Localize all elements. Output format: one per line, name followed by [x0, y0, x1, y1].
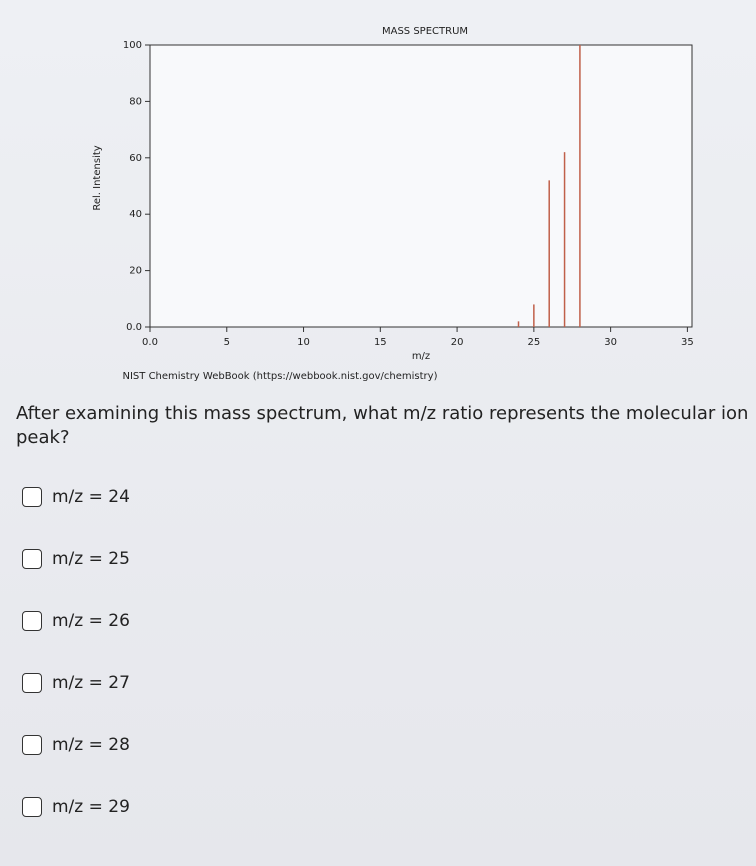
y-tick-label: 20: [129, 266, 142, 277]
chart-title: MASS SPECTRUM: [382, 26, 468, 37]
option[interactable]: m/z = 27: [22, 673, 130, 693]
x-tick-label: 30: [604, 337, 617, 348]
peak: [579, 45, 581, 327]
question: After examining this mass spectrum, what…: [16, 403, 749, 448]
x-tick-label: 25: [527, 337, 540, 348]
option[interactable]: m/z = 29: [22, 797, 130, 817]
plot-frame: [149, 44, 693, 328]
y-axis-label: Rel. Intensity: [92, 145, 103, 210]
x-axis-label: m/z: [412, 351, 430, 362]
option[interactable]: m/z = 25: [22, 549, 130, 569]
y-tick-label: 100: [123, 40, 142, 51]
x-tick-label: 35: [681, 337, 694, 348]
option[interactable]: m/z = 24: [22, 487, 130, 507]
y-tick-label: 40: [129, 209, 142, 220]
x-tick-label: 20: [451, 337, 464, 348]
option-label[interactable]: m/z = 24: [52, 487, 130, 507]
option-label[interactable]: m/z = 28: [52, 735, 130, 755]
option-label[interactable]: m/z = 27: [52, 673, 130, 693]
checkbox[interactable]: [22, 673, 42, 693]
x-tick-label: 10: [297, 337, 310, 348]
caption: NIST Chemistry WebBook (https://webbook.…: [123, 371, 438, 382]
option-label[interactable]: m/z = 26: [52, 611, 130, 631]
peak: [533, 304, 535, 327]
option[interactable]: m/z = 26: [22, 611, 130, 631]
option-label[interactable]: m/z = 29: [52, 797, 130, 817]
checkbox[interactable]: [22, 487, 42, 507]
peak: [517, 321, 520, 327]
peak: [548, 180, 550, 327]
y-tick-label: 80: [129, 96, 142, 107]
checkbox[interactable]: [22, 611, 42, 631]
y-tick-label: 0.0: [126, 322, 142, 333]
option-label[interactable]: m/z = 25: [52, 549, 130, 569]
x-tick-label: 5: [224, 337, 230, 348]
option[interactable]: m/z = 28: [22, 735, 130, 755]
x-tick-label: 15: [374, 337, 387, 348]
peak: [563, 152, 566, 327]
x-tick-label: 0.0: [142, 337, 158, 348]
y-tick-label: 60: [129, 153, 142, 164]
checkbox[interactable]: [22, 735, 42, 755]
chart: MASS SPECTRUM m/z Rel. Intensity NIST Ch…: [92, 26, 694, 382]
checkbox[interactable]: [22, 797, 42, 817]
checkbox[interactable]: [22, 549, 42, 569]
